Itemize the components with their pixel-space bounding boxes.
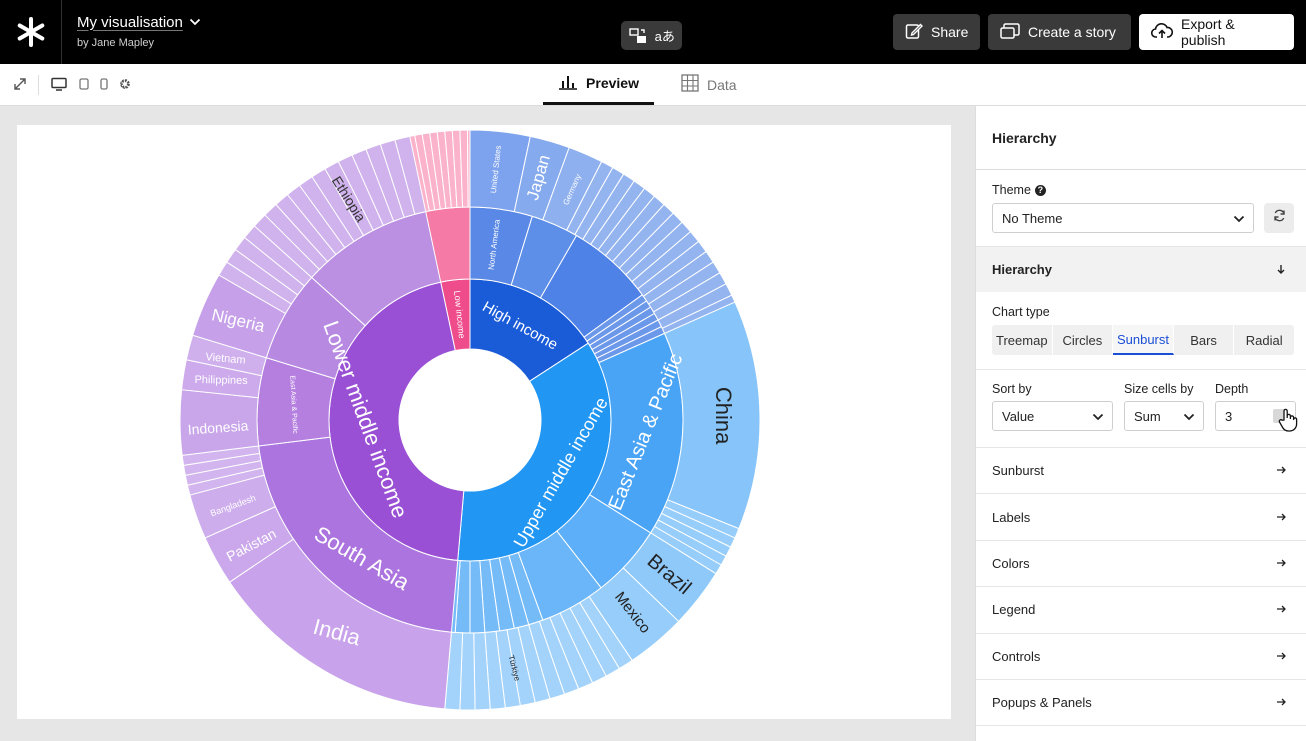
tab-preview[interactable]: Preview	[543, 64, 654, 105]
sort-by-select[interactable]: Value	[992, 401, 1113, 431]
export-publish-button[interactable]: Export & publish	[1139, 14, 1294, 50]
chevron-down-icon	[189, 13, 201, 31]
settings-panel: Hierarchy Theme ? No Theme Hierarchy	[975, 106, 1306, 741]
hierarchy-section-label: Hierarchy	[992, 262, 1052, 277]
section-legend[interactable]: Legend	[976, 587, 1306, 634]
arrow-right-icon	[1276, 510, 1286, 525]
theme-value: No Theme	[1002, 210, 1063, 226]
chevron-down-icon	[1183, 409, 1195, 424]
sort-section: Sort by Value Size cells by Sum Depth 3	[976, 370, 1306, 448]
sort-by-label: Sort by	[992, 382, 1032, 396]
title-block: My visualisation by Jane Mapley	[77, 13, 201, 49]
depth-label: Depth	[1215, 382, 1249, 396]
label-philippines: Philippines	[194, 374, 248, 387]
create-story-label: Create a story	[1028, 24, 1116, 40]
section-legend-label: Legend	[992, 602, 1036, 618]
toolbar-divider	[38, 75, 39, 95]
desktop-icon[interactable]	[51, 76, 67, 92]
export-publish-label: Export & publish	[1181, 16, 1235, 48]
chart-type-sunburst[interactable]: Sunburst	[1113, 325, 1174, 355]
arrow-right-icon	[1276, 649, 1286, 664]
label-vietnam: Vietnam	[205, 351, 246, 366]
section-labels-label: Labels	[992, 509, 1031, 525]
expand-icon[interactable]	[12, 76, 28, 92]
section-colors-label: Colors	[992, 555, 1030, 571]
section-popups-panels-label: Popups & Panels	[992, 695, 1092, 711]
section-popups-panels[interactable]: Popups & Panels	[976, 680, 1306, 727]
visualisation-title[interactable]: My visualisation	[77, 13, 183, 31]
mode-toggle: aあ	[621, 21, 682, 50]
chart-type-selector: Treemap Circles Sunburst Bars Radial	[992, 325, 1294, 355]
theme-select[interactable]: No Theme	[992, 203, 1255, 233]
label-east-asia-pacific-lmi: East Asia & Pacific	[288, 375, 298, 434]
arrow-down-icon	[1276, 262, 1286, 277]
theme-label-row: Theme ?	[992, 183, 1294, 197]
panel-title: Hierarchy	[976, 106, 1306, 170]
tab-preview-label: Preview	[586, 75, 639, 91]
edit-icon	[905, 22, 923, 43]
theme-section: Theme ? No Theme	[976, 170, 1306, 247]
title-dropdown[interactable]: My visualisation	[77, 13, 201, 31]
top-bar: My visualisation by Jane Mapley aあ Share…	[0, 0, 1306, 64]
arrow-right-icon	[1276, 556, 1286, 571]
chart-type-label: Chart type	[992, 305, 1050, 319]
hierarchy-section-header[interactable]: Hierarchy	[976, 247, 1306, 292]
mobile-icon[interactable]	[96, 76, 112, 92]
section-controls[interactable]: Controls	[976, 634, 1306, 680]
share-label: Share	[931, 24, 969, 40]
app-logo-icon[interactable]	[0, 0, 62, 64]
section-sunburst-label: Sunburst	[992, 463, 1045, 479]
chevron-down-icon	[1233, 211, 1245, 226]
depth-input[interactable]: 3	[1215, 401, 1298, 432]
refresh-theme-button[interactable]	[1264, 203, 1294, 233]
label-indonesia: Indonesia	[187, 417, 249, 437]
section-controls-label: Controls	[992, 648, 1041, 664]
sort-by-value: Value	[1002, 408, 1035, 424]
author-byline: by Jane Mapley	[77, 37, 155, 49]
create-story-button[interactable]: Create a story	[988, 14, 1131, 50]
section-labels[interactable]: Labels	[976, 494, 1306, 541]
swap-view-icon[interactable]	[626, 25, 650, 47]
label-china: China	[711, 387, 736, 445]
help-icon[interactable]: ?	[1034, 184, 1046, 196]
table-grid-icon	[681, 74, 699, 95]
canvas-area: Low income High income Upper middle income…	[0, 106, 975, 741]
chevron-down-icon	[1092, 409, 1104, 424]
cloud-upload-icon	[1150, 22, 1174, 43]
chart-canvas: Low income High income Upper middle income…	[17, 125, 951, 719]
story-icon	[1000, 22, 1020, 42]
label-low-income: Low income	[452, 290, 467, 339]
settings-gear-icon[interactable]	[117, 76, 133, 92]
depth-value: 3	[1225, 408, 1233, 424]
chart-type-bars[interactable]: Bars	[1174, 325, 1235, 355]
theme-label: Theme	[992, 183, 1031, 197]
size-cells-label: Size cells by	[1124, 382, 1194, 396]
hand-cursor-icon	[1278, 408, 1298, 435]
sunburst-segment-minor[interactable]	[394, 135, 427, 215]
chart-type-radial[interactable]: Radial	[1245, 332, 1283, 348]
share-button[interactable]: Share	[893, 14, 980, 50]
section-sunburst[interactable]: Sunburst	[976, 448, 1306, 495]
chart-type-circles[interactable]: Circles	[1053, 325, 1114, 355]
size-cells-select[interactable]: Sum	[1124, 401, 1204, 431]
arrow-right-icon	[1276, 695, 1286, 710]
chart-type-treemap[interactable]: Treemap	[992, 325, 1053, 355]
section-colors[interactable]: Colors	[976, 541, 1306, 588]
arrow-right-icon	[1276, 602, 1286, 617]
view-toolbar: Preview Data	[0, 64, 1306, 106]
bar-chart-icon	[558, 74, 578, 93]
chart-type-section: Chart type Treemap Circles Sunburst Bars…	[976, 292, 1306, 370]
tab-data[interactable]: Data	[681, 64, 737, 105]
tab-data-label: Data	[707, 76, 737, 93]
tablet-icon[interactable]	[76, 76, 92, 92]
translate-icon[interactable]: aあ	[654, 29, 675, 44]
refresh-icon	[1273, 209, 1286, 227]
arrow-right-icon	[1276, 463, 1286, 478]
size-cells-value: Sum	[1134, 408, 1161, 424]
